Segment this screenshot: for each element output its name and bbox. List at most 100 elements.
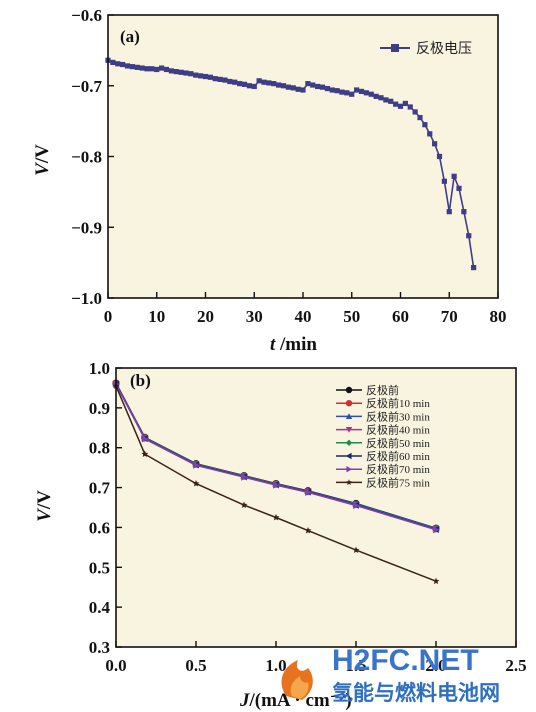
y-tick-label-b: 0.6 [89, 518, 110, 537]
axes-b: 0.0 0.5 1.0 1.5 2.0 2.5 0.3 0.4 0.5 0.6 0.7 0.8 0.9 1… [89, 359, 527, 675]
data-point-a [310, 82, 316, 88]
data-point-a [280, 83, 287, 89]
data-point-a [300, 87, 306, 93]
legend-b-label: 反极前75 min [366, 475, 430, 489]
data-point-a [198, 73, 204, 79]
series-line-b-7 [115, 385, 437, 582]
data-point-a [207, 74, 213, 80]
watermark-logo: H2FC.NET 氢能与燃料电池网 [281, 644, 500, 705]
y-tick-label-b: 0.7 [89, 479, 111, 498]
data-point-a [246, 83, 252, 89]
y-tick-label-b: 1.0 [89, 359, 110, 378]
data-point-b-6 [305, 488, 312, 496]
data-point-a [129, 64, 135, 70]
x-tick-label-b: 0.5 [185, 656, 206, 675]
data-point-a [334, 88, 340, 94]
data-point-a [354, 87, 360, 93]
data-point-a [144, 66, 150, 72]
data-point-a [412, 109, 418, 115]
data-point-a [451, 173, 457, 179]
y-tick-label-a: −0.8 [71, 148, 102, 167]
voltage-vs-time-chart: 0 10 20 30 40 50 60 70 80 −1.0 −0.9 −0.8 −0.7 −0.6 (a… [32, 6, 507, 355]
data-point-b-7 [352, 546, 360, 554]
data-point-a [178, 69, 184, 75]
data-point-b-6 [273, 481, 280, 489]
axes-a: 0 10 20 30 40 50 60 70 80 −1.0 −0.9 −0.8 −0.7 −0.6 [71, 6, 506, 326]
legend-b-marker [346, 466, 353, 473]
data-point-a [432, 141, 438, 147]
data-point-a [344, 90, 350, 96]
y-tick-label-b: 0.9 [89, 399, 110, 418]
data-point-b-6 [241, 473, 248, 481]
legend-b-marker [345, 439, 353, 446]
data-point-a [251, 83, 257, 90]
y-tick-label-a: −0.6 [71, 6, 102, 25]
y-axis-label-b-rest: /V [34, 490, 55, 510]
legend-a-marker [391, 44, 399, 52]
data-point-a [173, 69, 179, 75]
x-tick-label-a: 80 [490, 307, 507, 326]
data-point-b-6 [433, 526, 440, 534]
x-tick-label-a: 30 [246, 307, 263, 326]
watermark-brand: H2FC.NET [332, 644, 479, 677]
data-point-a [368, 91, 374, 97]
data-point-a [256, 78, 262, 84]
data-point-a [154, 66, 160, 73]
data-point-a [188, 71, 194, 77]
data-point-a [373, 93, 379, 99]
x-axis-label-a: t /min [270, 334, 317, 355]
data-point-a [397, 103, 404, 109]
data-point-a [358, 88, 365, 95]
y-tick-label-a: −0.7 [71, 77, 102, 96]
data-point-a [466, 233, 472, 239]
data-point-a [349, 91, 355, 97]
data-point-a [290, 85, 296, 91]
x-tick-label-a: 20 [197, 307, 214, 326]
legend-b-label: 反极前30 min [366, 409, 430, 423]
data-point-a [363, 90, 369, 96]
data-point-b-7 [192, 479, 200, 487]
y-tick-label-b: 0.5 [89, 558, 110, 577]
panel-label-a: (a) [120, 27, 140, 46]
x-tick-label-a: 10 [148, 307, 165, 326]
data-point-a [378, 95, 384, 101]
legend-b-label: 反极前40 min [366, 423, 430, 437]
x-axis-label-b-rest: /(mA · cm⁻²) [249, 690, 352, 711]
legend-b-marker [345, 413, 353, 419]
x-tick-label-b: 1.0 [265, 656, 286, 675]
data-point-a [402, 100, 408, 107]
x-tick-label-a: 60 [392, 307, 409, 326]
data-point-a [212, 76, 218, 82]
data-point-a [193, 72, 199, 78]
legend-b-label: 反极前 [366, 383, 399, 397]
y-axis-label-b-italic: V [34, 508, 55, 522]
x-tick-label-b: 0.0 [105, 656, 126, 675]
data-point-a [388, 98, 394, 104]
y-tick-label-b: 0.8 [89, 439, 110, 458]
data-point-a [134, 64, 140, 70]
data-point-b-7 [141, 450, 149, 458]
x-tick-label-a: 50 [343, 307, 360, 326]
plot-frame-b [115, 367, 517, 648]
data-point-a [471, 264, 477, 271]
data-point-a [168, 68, 174, 74]
legend-b-marker [345, 427, 353, 433]
legend-a-label: 反极电压 [416, 41, 472, 57]
flame-inner-icon [290, 676, 309, 699]
x-tick-label-b: 2.0 [425, 656, 446, 675]
data-point-a [110, 59, 116, 66]
legend-b-marker [345, 479, 353, 485]
data-point-a [183, 70, 189, 76]
data-point-a [319, 84, 326, 90]
x-tick-label-b: 1.5 [345, 656, 366, 675]
data-point-a [227, 78, 233, 85]
legend-b-marker [345, 452, 352, 460]
data-point-a [305, 81, 311, 87]
y-axis-label-a-italic: V [32, 162, 53, 176]
x-axis-label-a-italic: t [270, 334, 276, 355]
y-tick-label-b: 0.4 [89, 598, 111, 617]
data-point-a [120, 61, 126, 68]
data-point-a [271, 81, 277, 87]
